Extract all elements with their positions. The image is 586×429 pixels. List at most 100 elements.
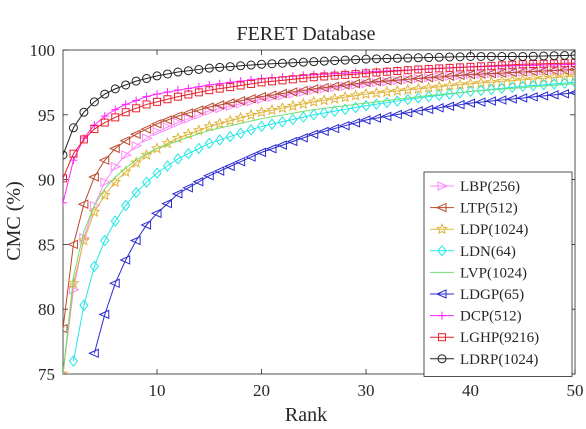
y-tick-label: 75 — [38, 365, 55, 384]
data-point — [476, 51, 486, 61]
series-line — [63, 83, 575, 374]
data-point — [68, 123, 78, 133]
data-point — [422, 81, 435, 93]
data-point — [569, 69, 575, 82]
legend-item: DCP(512) — [430, 309, 522, 325]
data-point — [67, 276, 80, 289]
data-point — [455, 86, 465, 99]
x-tick-label: 10 — [149, 381, 166, 400]
data-point — [401, 74, 413, 85]
data-point — [150, 208, 162, 219]
data-point — [516, 67, 528, 77]
data-point — [171, 111, 183, 121]
data-point — [526, 66, 538, 77]
legend-label: LTP(512) — [460, 201, 518, 217]
data-point — [79, 107, 89, 117]
data-point — [246, 96, 258, 107]
data-point — [443, 101, 455, 112]
series-lghp-9216 — [63, 58, 575, 183]
data-point — [246, 60, 256, 70]
data-point — [403, 66, 412, 75]
data-point — [110, 84, 120, 94]
data-point — [77, 199, 89, 209]
data-point — [226, 78, 235, 87]
data-point — [539, 51, 549, 61]
data-point — [152, 126, 164, 137]
data-point — [340, 55, 350, 65]
data-point — [362, 69, 371, 78]
legend-label: LBP(256) — [460, 179, 520, 195]
legend-label: LGHP(9216) — [460, 330, 539, 346]
data-point — [349, 78, 361, 89]
series-ldgp-65 — [88, 89, 575, 359]
data-point — [119, 135, 131, 146]
data-point — [288, 113, 298, 126]
data-point — [372, 68, 381, 77]
data-point — [370, 113, 381, 123]
data-point — [131, 141, 143, 151]
data-point — [79, 135, 88, 144]
data-point — [215, 134, 225, 146]
legend-label: LVP(1024) — [460, 265, 527, 281]
data-point — [265, 143, 277, 154]
data-point — [257, 78, 266, 87]
data-point — [173, 67, 183, 77]
series-line — [63, 62, 575, 179]
series-line — [63, 68, 575, 329]
series-ldrp-1024 — [63, 50, 575, 160]
data-point — [63, 174, 67, 183]
data-point — [236, 81, 245, 90]
series-ldn-64 — [68, 76, 575, 367]
data-point — [182, 108, 193, 118]
data-point — [257, 59, 267, 69]
data-point — [412, 106, 423, 116]
data-point — [319, 56, 329, 66]
data-point — [371, 77, 383, 88]
data-point — [234, 96, 246, 106]
data-point — [320, 72, 329, 81]
data-point — [341, 69, 350, 78]
data-point — [236, 77, 245, 86]
data-point — [121, 108, 130, 117]
data-point — [340, 81, 352, 92]
data-point — [507, 81, 517, 94]
data-point — [349, 89, 362, 101]
data-point — [213, 166, 225, 176]
data-point — [412, 82, 425, 94]
data-point — [89, 97, 99, 107]
data-point — [319, 84, 331, 94]
data-point — [90, 125, 99, 134]
data-point — [63, 323, 68, 334]
data-point — [518, 80, 528, 93]
data-point — [110, 161, 122, 172]
data-point — [140, 124, 152, 134]
data-point — [98, 188, 111, 201]
data-point — [69, 149, 78, 158]
data-point — [68, 284, 80, 295]
data-point — [370, 86, 383, 99]
legend-marker — [435, 289, 447, 299]
data-point — [560, 50, 570, 60]
legend: LBP(256) LTP(512) LDP(1024) LDN(64) LVP(1024… — [423, 171, 573, 377]
data-point — [225, 130, 235, 143]
legend-item: LVP(1024) — [430, 265, 527, 281]
data-point — [476, 84, 486, 97]
data-point — [341, 70, 350, 79]
data-point — [140, 220, 152, 230]
legend-item: LDN(64) — [430, 244, 516, 260]
data-point — [130, 156, 143, 168]
data-point — [298, 57, 308, 67]
data-point — [142, 74, 152, 84]
data-point — [382, 67, 391, 76]
data-point — [486, 83, 497, 96]
y-tick-label: 80 — [38, 300, 55, 319]
data-point — [338, 120, 350, 131]
legend-item: LGHP(9216) — [430, 330, 539, 346]
data-point — [328, 81, 340, 92]
data-point — [255, 105, 268, 118]
legend-marker — [437, 244, 447, 257]
data-point — [361, 99, 371, 112]
data-point — [183, 147, 194, 160]
data-point — [559, 77, 570, 89]
data-point — [234, 111, 247, 124]
